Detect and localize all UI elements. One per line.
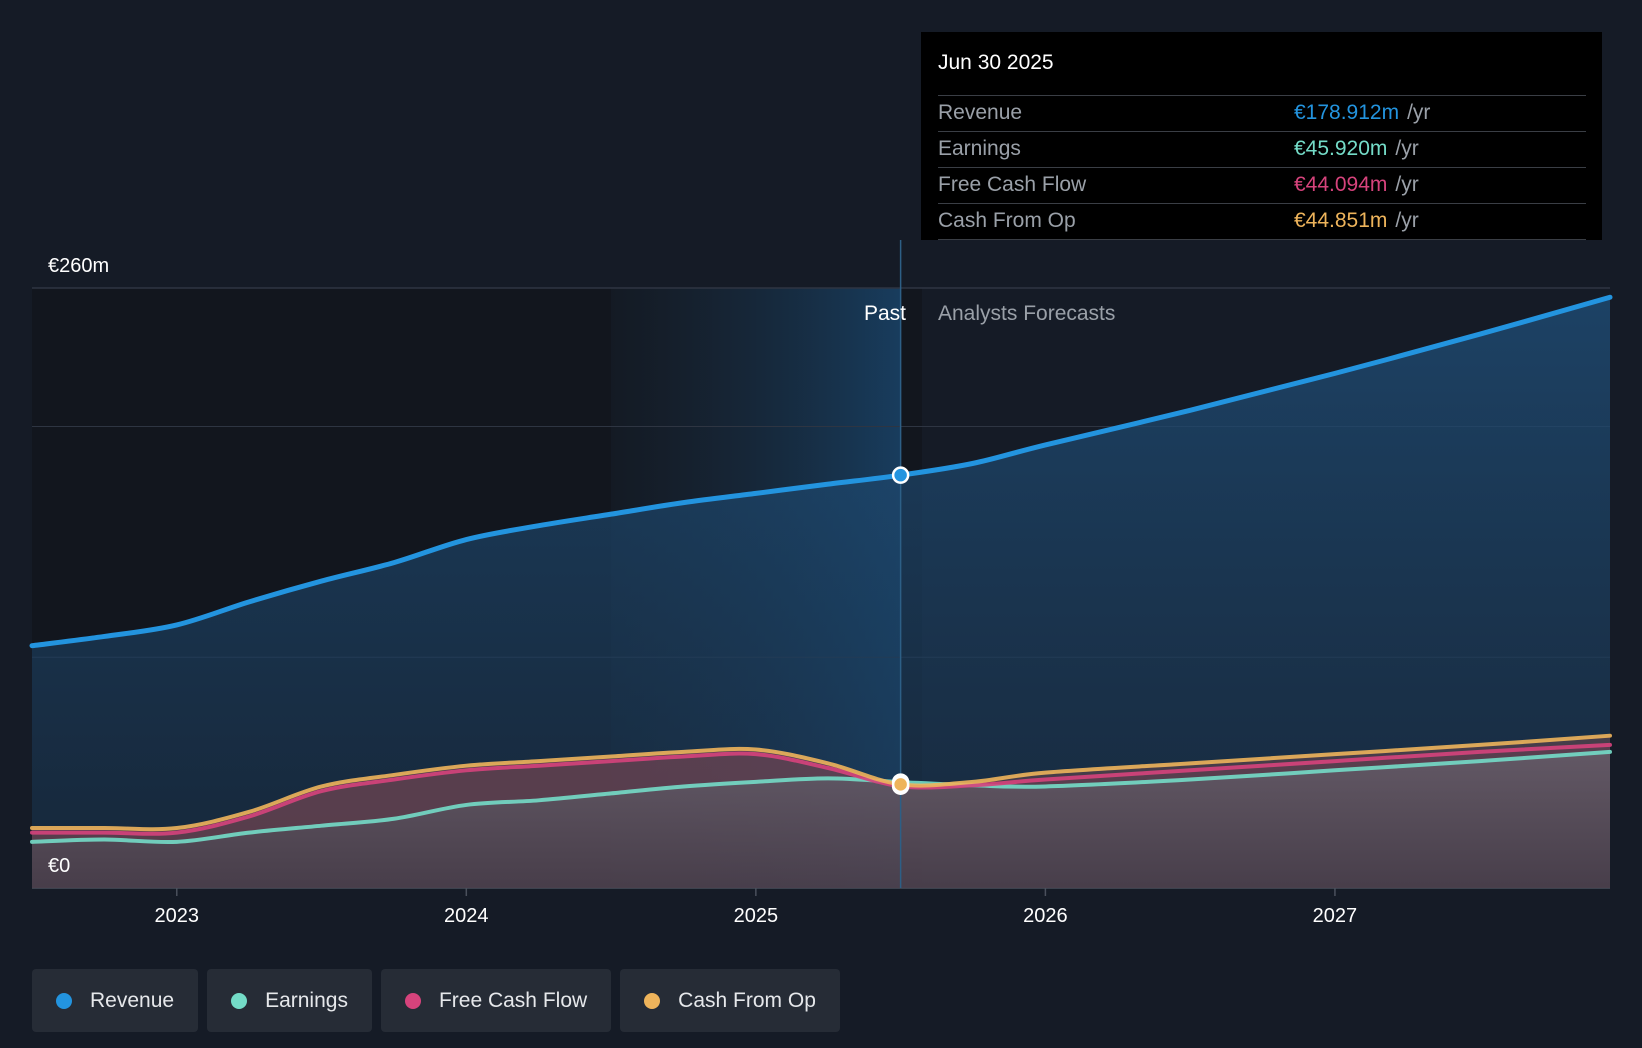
revenue-marker (891, 466, 910, 484)
legend-label: Earnings (265, 988, 348, 1012)
tooltip-value: €44.851m (1294, 209, 1388, 232)
free-cash-flow-dot-icon (404, 992, 421, 1009)
x-tick-label: 2027 (1313, 905, 1358, 927)
data-tooltip: Jun 30 2025 Revenue €178.912m /yr Earnin… (921, 32, 1602, 240)
cash-from-op-marker (891, 775, 910, 794)
x-tick-label: 2025 (734, 905, 779, 927)
legend-item-cash-from-op[interactable]: Cash From Op (620, 969, 840, 1032)
tooltip-label: Cash From Op (938, 209, 1076, 232)
y-axis-bottom-label: €0 (48, 855, 70, 877)
cash-from-op-line (30, 733, 1612, 832)
series-lines (29, 294, 1613, 845)
earnings-dot-icon (231, 992, 248, 1009)
legend-label: Free Cash Flow (438, 988, 588, 1012)
x-axis-ticks: 2023 2024 2025 2026 2027 (155, 888, 1358, 927)
tooltip-row-cash-from-op: Cash From Op €44.851m /yr (938, 204, 1586, 240)
revenue-area (32, 297, 1610, 888)
tooltip-unit: /yr (1395, 173, 1419, 196)
tooltip-row-free-cash-flow: Free Cash Flow €44.094m /yr (938, 168, 1586, 204)
tooltip-label: Earnings (938, 137, 1021, 160)
tooltip-value: €178.912m (1294, 101, 1400, 124)
tooltip-date: Jun 30 2025 (938, 46, 1586, 96)
hover-markers (891, 466, 910, 795)
x-tick-label: 2024 (444, 905, 489, 927)
tooltip-label: Free Cash Flow (938, 173, 1087, 196)
tooltip-row-revenue: Revenue €178.912m /yr (938, 96, 1586, 132)
earnings-line (30, 749, 1612, 845)
tooltip-value: €44.094m (1294, 173, 1388, 196)
tooltip-value: €45.920m (1294, 137, 1388, 160)
legend-label: Revenue (90, 988, 175, 1012)
x-tick-label: 2023 (155, 905, 200, 927)
free-cash-flow-line (30, 742, 1612, 836)
x-tick-label: 2026 (1023, 905, 1068, 927)
tooltip-unit: /yr (1395, 209, 1419, 232)
legend-item-earnings[interactable]: Earnings (207, 969, 372, 1032)
legend-item-revenue[interactable]: Revenue (32, 969, 199, 1032)
chart-legend: Revenue Earnings Free Cash Flow Cash Fro… (32, 969, 840, 1032)
cash-from-op-dot-icon (644, 992, 661, 1009)
revenue-dot-icon (56, 992, 72, 1009)
tooltip-unit: /yr (1395, 137, 1419, 160)
tooltip-unit: /yr (1407, 101, 1431, 124)
legend-label: Cash From Op (678, 988, 816, 1012)
legend-item-free-cash-flow[interactable]: Free Cash Flow (380, 969, 612, 1032)
series-areas (32, 297, 1610, 888)
tooltip-label: Revenue (938, 101, 1023, 124)
earnings-area (32, 751, 1610, 888)
revenue-line (29, 294, 1613, 649)
y-axis-top-label: €260m (48, 255, 109, 277)
past-label: Past (864, 302, 906, 325)
forecast-label: Analysts Forecasts (938, 302, 1115, 325)
tooltip-row-earnings: Earnings €45.920m /yr (938, 132, 1586, 168)
